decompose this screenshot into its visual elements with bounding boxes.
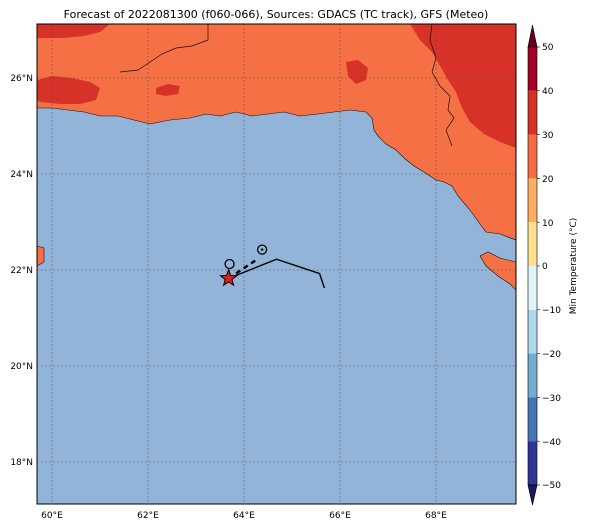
lat-tick-label: 26°N [10, 74, 33, 84]
colorbar-tick-label: −40 [542, 438, 561, 448]
map-frame [36, 23, 517, 505]
map-area [37, 24, 516, 504]
colorbar-band [528, 178, 537, 223]
colorbar-extend-top [527, 24, 538, 48]
colorbar-band [528, 441, 537, 485]
lon-tick-label: 64°E [233, 511, 255, 521]
land-hot-patch-nw [37, 24, 110, 38]
lat-tick-label: 20°N [10, 362, 33, 372]
center-dot-icon [260, 248, 264, 251]
lat-tick-label: 24°N [10, 170, 33, 180]
land-hot-patch-ne [410, 24, 516, 148]
land-southeast [479, 251, 516, 291]
track-line [228, 258, 326, 289]
colorbar-band [528, 397, 537, 442]
gridlines [37, 24, 516, 504]
colorbar-band [528, 353, 537, 398]
land-hot-patch-w [37, 76, 100, 104]
border-lines [119, 24, 455, 147]
map-title: Forecast of 2022081300 (f060-066), Sourc… [64, 8, 489, 21]
forecast-track-line [227, 258, 259, 280]
open-circle-icon [224, 258, 235, 270]
colorbar-tick-label: 50 [542, 43, 554, 53]
lon-tick-label: 68°E [425, 511, 447, 521]
colorbar-band [528, 47, 537, 91]
lat-tick-labels: 18°N 20°N 22°N 24°N 26°N [10, 74, 33, 468]
colorbar-band [528, 266, 537, 310]
colorbar-tick-label: −50 [542, 481, 561, 491]
land-north [37, 24, 516, 241]
colorbar-tick-labels: 50 40 30 20 10 0 −10 −20 −30 −40 −50 [542, 43, 561, 491]
cyclone-track [219, 244, 326, 289]
colorbar-label: Min Temperature (°C) [569, 218, 579, 315]
lon-tick-label: 60°E [41, 511, 63, 521]
lon-tick-label: 62°E [137, 511, 159, 521]
lon-tick-labels: 60°E 62°E 64°E 66°E 68°E [41, 511, 447, 521]
land-hot-patch-small [156, 84, 180, 96]
colorbar-band [528, 134, 537, 179]
star-icon [219, 268, 239, 287]
lon-tick-label: 66°E [329, 511, 351, 521]
lat-tick-label: 22°N [10, 266, 33, 276]
colorbar-tick-label: 30 [542, 131, 554, 141]
colorbar-tick-label: −30 [542, 394, 561, 404]
colorbar-tick-label: −10 [542, 306, 561, 316]
colorbar-band [528, 222, 537, 266]
lat-tick-label: 18°N [10, 458, 33, 468]
colorbar-band [528, 309, 537, 354]
colorbar-tick-label: −20 [542, 350, 561, 360]
colorbar [527, 24, 540, 506]
colorbar-extend-bottom [527, 484, 538, 506]
land-west-oman [37, 245, 45, 267]
colorbar-tick-label: 40 [542, 87, 554, 97]
colorbar-tick-label: 10 [542, 219, 554, 229]
colorbar-tick-label: 0 [542, 262, 548, 272]
colorbar-band [528, 90, 537, 135]
dotted-circle-icon [256, 244, 268, 255]
colorbar-tick-label: 20 [542, 175, 554, 185]
